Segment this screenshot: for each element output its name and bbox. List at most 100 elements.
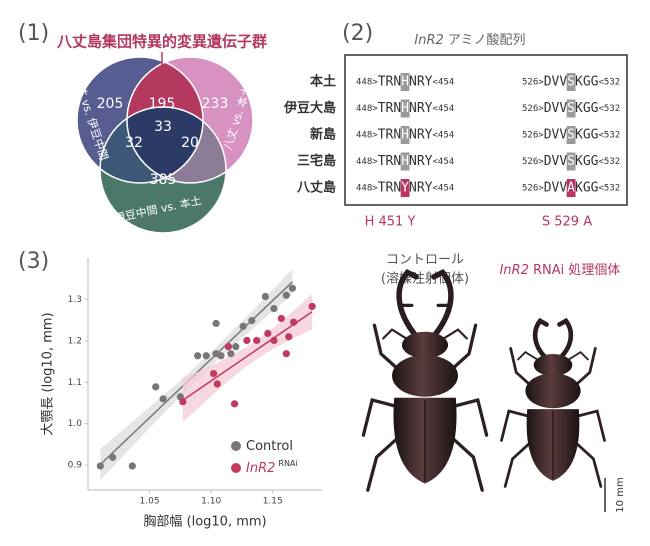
panel-label: (1) [18, 21, 49, 46]
y-tick-label: 1.3 [68, 295, 82, 305]
sequence-text: KGG [575, 128, 599, 143]
data-point [227, 350, 235, 358]
sequence-text: 526> [522, 131, 544, 141]
venn-overlap [127, 107, 203, 183]
scatter-plot: 0.9 1.0 1.1 1.2 1.3 1.05 1.10 1.15 胸部幅 (log10, m… [41, 258, 322, 530]
sequence-text: 448> [356, 157, 378, 167]
venn-count: 205 [97, 96, 124, 112]
y-tick-label: 1.1 [68, 378, 82, 388]
variant-site: H [401, 101, 409, 116]
data-point [239, 322, 247, 330]
row-label: 伊豆大島 [283, 100, 336, 116]
site-highlight [400, 152, 410, 171]
venn-count: 233 [202, 96, 229, 112]
legend-marker [231, 463, 241, 473]
data-point [212, 319, 220, 328]
sequence-text: TRN [378, 101, 401, 116]
sequence-text: KGG [575, 154, 599, 169]
x-tick-label: 1.10 [201, 497, 221, 507]
sequence-text: DVV [544, 75, 568, 90]
data-point [282, 291, 290, 299]
data-point [308, 302, 316, 311]
variant-site: H [401, 154, 409, 169]
data-point [285, 333, 293, 341]
sequence-text: <454 [432, 157, 454, 167]
variant-site: H [401, 75, 409, 90]
row-label: 三宅島 [297, 153, 336, 169]
variant-site: S [567, 101, 575, 116]
sequence-text: 526> [522, 184, 544, 194]
data-point [261, 292, 269, 301]
sequence-text: 448> [356, 78, 378, 88]
data-point [213, 380, 221, 388]
photo-label: コントロール [386, 253, 464, 268]
sequence-text: DVV [544, 101, 568, 116]
data-point [128, 462, 136, 470]
sequence-text: NRY [409, 75, 433, 90]
variant-site: S [567, 128, 575, 143]
x-tick-label: 1.05 [140, 497, 160, 507]
site-highlight [566, 126, 576, 144]
sequence-text: NRY [409, 128, 433, 143]
sequence-text: <454 [432, 184, 454, 194]
data-point [248, 316, 256, 325]
sequence-text: 448> [356, 131, 378, 141]
gene-name: InR2 [500, 263, 529, 278]
venn-title: 八丈島集団特異的変異遺伝子群 [56, 33, 267, 51]
photo-label-text: RNAi 処理個体 [533, 263, 620, 278]
legend-name: InR2 [246, 461, 275, 476]
y-tick-label: 1.2 [68, 336, 82, 346]
sequence-text: <454 [432, 104, 454, 114]
beetle-photo [361, 268, 489, 492]
legend-entry: Control [246, 439, 293, 454]
data-point [217, 352, 225, 360]
sequence-text: DVV [544, 181, 568, 196]
photo-label: (溶媒注射個体) [381, 271, 469, 287]
legend-superscript: RNAi [278, 459, 297, 468]
y-axis-label: 大顎長 (log10, mm) [41, 312, 56, 435]
sequence-text: <532 [598, 184, 620, 194]
site-highlight [566, 99, 576, 118]
data-point [288, 284, 297, 292]
venn-count: 195 [149, 96, 176, 112]
mutation-label: S 529 A [542, 215, 592, 230]
data-point [230, 400, 239, 408]
data-point [96, 462, 104, 470]
sequence-text: 526> [522, 78, 544, 88]
sequence-text: DVV [544, 128, 568, 143]
sequence-text: <532 [598, 104, 620, 114]
data-point [202, 352, 210, 360]
data-point [253, 336, 261, 345]
site-highlight [400, 179, 410, 197]
data-point [159, 395, 167, 403]
sequence-text: KGG [575, 75, 599, 90]
sequence-text: 448> [356, 104, 378, 114]
site-highlight [566, 73, 576, 91]
data-point [232, 343, 240, 351]
panel-label: (2) [342, 21, 373, 46]
data-point [243, 336, 251, 345]
beetle-photo [500, 317, 606, 488]
sequence-text: DVV [544, 154, 568, 169]
trend-line [182, 311, 313, 401]
data-point [194, 352, 202, 360]
title-text: アミノ酸配列 [448, 33, 526, 48]
site-highlight [566, 152, 576, 171]
sequence-text: TRN [378, 154, 401, 169]
data-point [282, 350, 290, 358]
sequence-text: NRY [409, 154, 433, 169]
venn-count: 32 [125, 135, 143, 151]
sequence-text: <454 [432, 78, 454, 88]
confidence-band [182, 293, 313, 422]
sequence-text: <532 [598, 131, 620, 141]
data-point [210, 369, 218, 378]
venn-count: 33 [154, 119, 172, 135]
sequence-text: TRN [378, 181, 401, 196]
sequence-text: KGG [575, 181, 599, 196]
site-highlight [400, 99, 410, 118]
photo-label: InR2 RNAi 処理個体 [500, 263, 621, 278]
y-tick-label: 1.0 [68, 419, 83, 429]
sequence-text: NRY [409, 101, 433, 116]
